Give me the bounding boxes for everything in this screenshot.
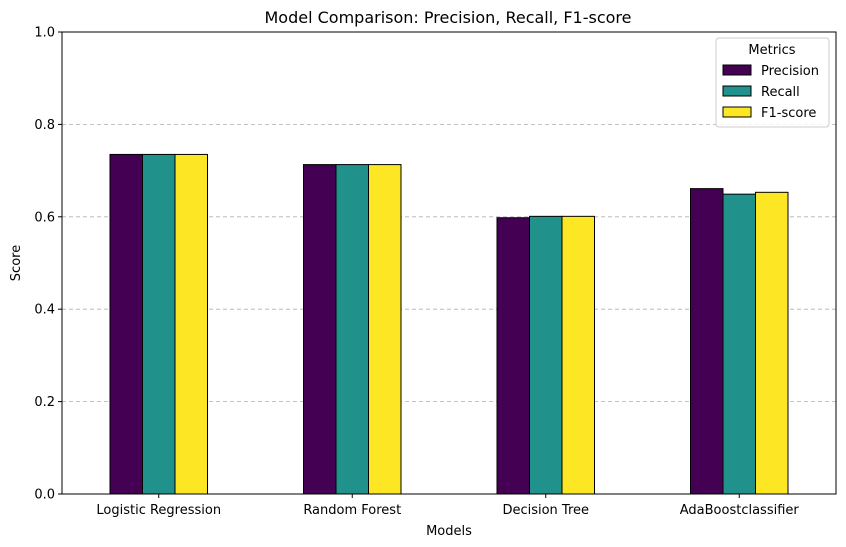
- legend-box: [715, 37, 830, 128]
- legend-label: F1-score: [761, 106, 816, 121]
- y-tick-label: 0.6: [34, 210, 55, 225]
- x-tick-label: AdaBoostclassifier: [680, 503, 800, 518]
- x-tick-label: Random Forest: [303, 503, 401, 518]
- legend-swatch: [722, 85, 752, 97]
- legend-swatch: [722, 106, 752, 118]
- legend-label: Recall: [761, 85, 800, 100]
- legend-title: Metrics: [748, 43, 795, 58]
- chart-title: Model Comparison: Precision, Recall, F1-…: [264, 8, 631, 27]
- x-tick-label: Logistic Regression: [96, 503, 221, 518]
- bar-recall: [142, 153, 176, 495]
- y-tick-label: 1.0: [34, 26, 55, 41]
- bar-recall: [722, 193, 756, 495]
- legend-label: Precision: [761, 64, 819, 79]
- x-axis: Logistic Regression Random Forest Decision…: [96, 494, 799, 518]
- y-tick-label: 0.2: [34, 395, 55, 410]
- bar-f1-score: [755, 191, 789, 495]
- y-axis-title: Score: [9, 245, 24, 281]
- y-tick-label: 0.8: [34, 118, 55, 133]
- x-tick-label: Decision Tree: [502, 503, 589, 518]
- bar-recall: [529, 215, 563, 495]
- bar-f1-score: [368, 164, 402, 495]
- x-axis-title: Models: [426, 524, 472, 539]
- y-axis: 0.0 0.2 0.4 0.6 0.8 1.0: [34, 26, 62, 503]
- bar-f1-score: [561, 215, 595, 495]
- bars-group: [109, 153, 789, 495]
- bar-precision: [690, 188, 724, 495]
- bar-precision: [496, 217, 530, 495]
- legend: Metrics Precision Recall F1-score: [715, 37, 830, 128]
- bar-precision: [109, 153, 143, 495]
- plot-frame: [61, 31, 837, 495]
- y-tick-label: 0.4: [34, 303, 55, 318]
- bar-f1-score: [174, 153, 208, 495]
- y-tick-label: 0.0: [34, 488, 55, 503]
- bar-recall: [335, 164, 369, 495]
- legend-swatch: [722, 64, 752, 76]
- bar-precision: [303, 164, 337, 495]
